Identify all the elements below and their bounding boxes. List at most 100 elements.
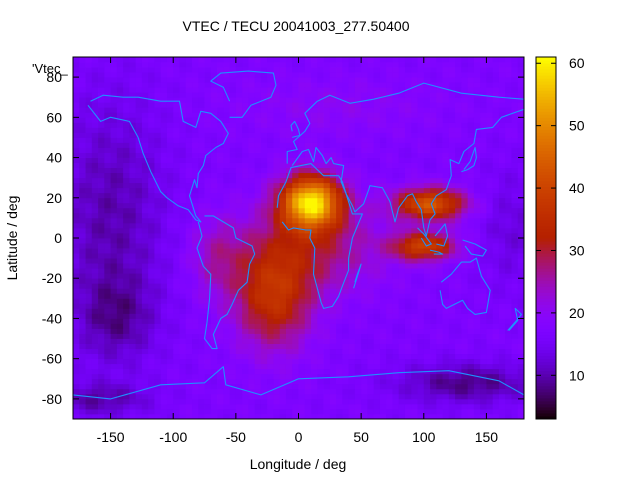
heatmap-cell [473, 72, 481, 78]
heatmap-cell [185, 313, 193, 319]
heatmap-cell [298, 227, 306, 234]
heatmap-cell [116, 182, 124, 189]
heatmap-cell [198, 102, 205, 108]
heatmap-cell [192, 363, 199, 370]
heatmap-cell [373, 207, 381, 214]
heatmap-cell [98, 308, 105, 314]
heatmap-cell [235, 167, 243, 174]
heatmap-cell [329, 102, 337, 108]
heatmap-cell [354, 293, 362, 299]
heatmap-cell [135, 102, 143, 108]
heatmap-cell [473, 107, 481, 113]
heatmap-cell [511, 368, 519, 375]
heatmap-cell [129, 207, 137, 214]
heatmap-cell [455, 167, 462, 174]
heatmap-cell [404, 303, 412, 309]
heatmap-cell [166, 152, 174, 158]
heatmap-cell [323, 328, 331, 334]
heatmap-cell [423, 343, 431, 350]
heatmap-cell [98, 388, 105, 395]
heatmap-cell [430, 383, 437, 390]
heatmap-cell [342, 182, 350, 189]
heatmap-cell [423, 172, 431, 179]
heatmap-cell [242, 273, 249, 279]
heatmap-cell [129, 298, 137, 304]
heatmap-cell [123, 263, 130, 269]
heatmap-cell [411, 248, 418, 254]
heatmap-cell [160, 288, 168, 294]
heatmap-cell [317, 238, 324, 244]
heatmap-cell [298, 72, 306, 78]
heatmap-cell [242, 107, 249, 113]
heatmap-cell [317, 87, 324, 93]
heatmap-cell [198, 142, 205, 148]
heatmap-cell [317, 373, 324, 380]
heatmap-cell [292, 238, 299, 244]
heatmap-cell [192, 398, 199, 405]
heatmap-cell [511, 328, 519, 334]
heatmap-cell [348, 197, 356, 204]
heatmap-cell [417, 97, 425, 103]
heatmap-cell [185, 343, 193, 350]
heatmap-cell [204, 298, 212, 304]
heatmap-cell [467, 222, 475, 229]
heatmap-cell [123, 348, 130, 355]
heatmap-cell [354, 338, 362, 344]
heatmap-cell [129, 182, 137, 189]
heatmap-cell [492, 313, 500, 319]
heatmap-cell [223, 147, 230, 153]
heatmap-cell [217, 97, 224, 103]
heatmap-cell [329, 338, 337, 344]
heatmap-cell [373, 107, 381, 113]
heatmap-cell [311, 122, 318, 128]
heatmap-cell [185, 182, 193, 189]
heatmap-cell [129, 197, 137, 204]
heatmap-cell [116, 212, 124, 219]
heatmap-cell [198, 253, 205, 259]
heatmap-cell [348, 323, 356, 329]
heatmap-cell [210, 273, 218, 279]
heatmap-cell [116, 323, 124, 329]
heatmap-cell [442, 343, 450, 350]
heatmap-cell [448, 202, 456, 209]
heatmap-cell [85, 87, 93, 93]
heatmap-cell [436, 308, 443, 314]
heatmap-cell [492, 268, 500, 274]
heatmap-cell [85, 293, 93, 299]
heatmap-cell [223, 253, 230, 259]
heatmap-cell [404, 232, 412, 239]
heatmap-cell [461, 368, 469, 375]
heatmap-cell [298, 112, 306, 118]
heatmap-cell [123, 253, 130, 259]
heatmap-cell [317, 77, 324, 83]
heatmap-cell [342, 383, 350, 390]
heatmap-cell [517, 97, 525, 103]
heatmap-cell [411, 348, 418, 355]
heatmap-cell [517, 112, 525, 118]
heatmap-cell [298, 283, 306, 289]
heatmap-cell [267, 403, 274, 410]
heatmap-cell [492, 162, 500, 169]
heatmap-cell [336, 243, 343, 249]
heatmap-cell [204, 217, 212, 224]
heatmap-cell [185, 232, 193, 239]
heatmap-cell [480, 388, 487, 395]
heatmap-cell [217, 177, 224, 184]
heatmap-cell [98, 72, 105, 78]
heatmap-cell [367, 328, 375, 334]
heatmap-cell [417, 192, 425, 199]
heatmap-cell [304, 97, 312, 103]
heatmap-cell [273, 157, 281, 163]
heatmap-cell [154, 273, 162, 279]
heatmap-cell [248, 87, 256, 93]
heatmap-cell [442, 293, 450, 299]
heatmap-cell [217, 313, 224, 319]
heatmap-cell [279, 413, 287, 420]
heatmap-cell [173, 72, 180, 78]
heatmap-cell [166, 162, 174, 169]
heatmap-cell [480, 187, 487, 194]
heatmap-cell [448, 408, 456, 415]
heatmap-cell [179, 82, 187, 88]
heatmap-cell [323, 152, 331, 158]
heatmap-cell [430, 273, 437, 279]
